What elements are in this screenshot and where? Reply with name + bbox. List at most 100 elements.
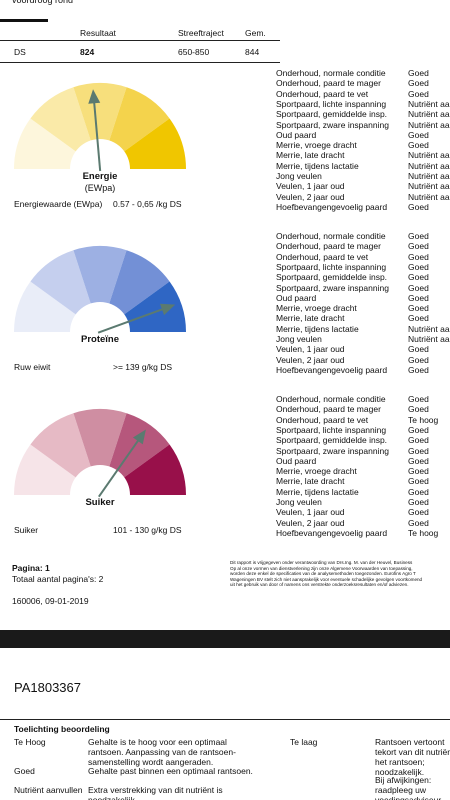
explanation-text: Bij afwijkingen: raadpleeg uw voedingsad… xyxy=(375,775,444,800)
assessment: Goed xyxy=(408,517,429,528)
disclaimer-line: Op al onze vormen van dienstverlening zi… xyxy=(230,565,413,571)
animal-category: Jong veulen xyxy=(276,497,322,507)
animal-category: Merrie, vroege dracht xyxy=(276,303,357,314)
assessment: Goed xyxy=(408,78,429,89)
animal-category: Sportpaard, gemiddelde insp. xyxy=(276,272,388,283)
animal-category: Onderhoud, paard te mager xyxy=(276,78,381,89)
gauge-title: Proteïne xyxy=(80,334,119,345)
animal-category: Sportpaard, lichte inspanning xyxy=(276,98,387,109)
header-bar xyxy=(0,19,48,22)
animal-category: Merrie, tijdens lactatie xyxy=(276,486,359,497)
table-cell: 844 xyxy=(245,47,260,57)
parameter-name: Ruw eiwit xyxy=(14,362,51,372)
animal-category: Merrie, late dracht xyxy=(276,150,345,161)
table-header: Streeftraject xyxy=(178,28,224,38)
assessment: Nutriënt aanvullen xyxy=(408,109,450,120)
explanation-text: Extra verstrekking van dit nutriënt is n… xyxy=(88,785,223,800)
assessment: Goed xyxy=(408,455,429,466)
target-range: >= 139 g/kg DS xyxy=(113,362,173,372)
explanation-term: Goed xyxy=(14,766,35,776)
assessment: Goed xyxy=(408,261,429,272)
animal-category: Onderhoud, paard te vet xyxy=(276,414,369,425)
animal-category: Merrie, late dracht xyxy=(276,476,345,487)
gauge-segment xyxy=(73,409,127,495)
assessment: Goed xyxy=(408,364,429,375)
animal-category: Hoefbevangengevoelig paard xyxy=(276,527,388,538)
disclaimer-line: Wageningen BV stelt zich niet aansprakel… xyxy=(230,576,423,582)
animal-category: Onderhoud, normale conditie xyxy=(276,68,386,78)
page-break xyxy=(0,630,450,648)
table-header: Resultaat xyxy=(80,28,116,38)
section-rule xyxy=(0,719,450,720)
gauge-title: Suiker xyxy=(85,497,115,508)
assessment: Nutriënt aanvullen xyxy=(408,171,450,181)
animal-category: Hoefbevangengevoelig paard xyxy=(276,364,388,375)
assessment: Goed xyxy=(408,272,429,283)
table-rule xyxy=(0,40,280,41)
gauge-needle-head xyxy=(159,303,176,316)
assessment: Goed xyxy=(408,201,429,212)
animal-category: Onderhoud, paard te vet xyxy=(276,88,369,99)
assessment: Nutriënt aanvullen xyxy=(408,191,450,202)
gauge-needle xyxy=(98,437,141,498)
animal-category: Merrie, tijdens lactatie xyxy=(276,160,359,171)
animal-category: Merrie, tijdens lactatie xyxy=(276,323,359,334)
parameter-name: Energiewaarde (EWpa) xyxy=(14,199,103,209)
assessment: Goed xyxy=(408,466,429,477)
assessment: Goed xyxy=(408,476,429,487)
assessment: Te hoog xyxy=(408,527,439,538)
assessment: Goed xyxy=(408,404,429,415)
animal-category: Sportpaard, lichte inspanning xyxy=(276,261,387,272)
assessment: Nutriënt aanvullen xyxy=(408,150,450,161)
explanation-text: Gehalte past binnen een optimaal rantsoe… xyxy=(88,766,253,776)
total-pages: Totaal aantal pagina's: 2 xyxy=(12,574,104,584)
assessment: Goed xyxy=(408,354,429,365)
assessment: Goed xyxy=(408,497,429,507)
animal-category: Veulen, 2 jaar oud xyxy=(276,354,345,365)
assessment: Goed xyxy=(408,88,429,99)
animal-category: Veulen, 1 jaar oud xyxy=(276,181,345,192)
animal-category: Sportpaard, lichte inspanning xyxy=(276,424,387,435)
animal-category: Onderhoud, normale conditie xyxy=(276,231,386,241)
target-range: 0.57 - 0,65 /kg DS xyxy=(113,199,182,209)
assessment: Nutriënt aanvullen xyxy=(408,334,450,344)
animal-category: Oud paard xyxy=(276,129,317,140)
assessment: Goed xyxy=(408,445,429,456)
assessment: Goed xyxy=(408,394,429,404)
assessment: Goed xyxy=(408,68,429,78)
gauge-title: Energie xyxy=(82,171,118,182)
explanation-text: Gehalte is te hoog voor een optimaal ran… xyxy=(88,737,236,767)
reference: 160006, 09-01-2019 xyxy=(12,596,89,606)
assessment: Te hoog xyxy=(408,414,439,425)
table-header: Gem. xyxy=(245,28,266,38)
page-number: Pagina: 1 xyxy=(12,563,50,573)
explanation-text: Rantsoen vertoont tekort van dit nutriën… xyxy=(375,737,450,777)
assessment: Goed xyxy=(408,292,429,303)
cutoff-heading: voordroog rond xyxy=(12,0,74,5)
table-cell: 650-850 xyxy=(178,47,210,57)
gauge xyxy=(14,409,186,498)
assessment: Goed xyxy=(408,241,429,252)
animal-category: Merrie, late dracht xyxy=(276,313,345,324)
assessment: Nutriënt aanvullen xyxy=(408,119,450,130)
assessment: Goed xyxy=(408,231,429,241)
animal-category: Jong veulen xyxy=(276,171,322,181)
animal-category: Oud paard xyxy=(276,455,317,466)
animal-category: Merrie, vroege dracht xyxy=(276,466,357,477)
target-range: 101 - 130 g/kg DS xyxy=(113,525,182,535)
animal-category: Sportpaard, gemiddelde insp. xyxy=(276,109,388,120)
animal-category: Onderhoud, paard te mager xyxy=(276,241,381,252)
section-title: Toelichting beoordeling xyxy=(14,724,110,734)
disclaimer-line: worden deze enkel de specificaties van d… xyxy=(230,571,416,577)
table-rule xyxy=(0,62,280,63)
animal-category: Veulen, 1 jaar oud xyxy=(276,344,345,355)
gauge-hub xyxy=(70,302,130,332)
assessment: Goed xyxy=(408,129,429,140)
disclaimer-line: Dit rapport is vrijgegeven onder verantw… xyxy=(230,560,413,565)
animal-category: Oud paard xyxy=(276,292,317,303)
animal-category: Onderhoud, paard te mager xyxy=(276,404,381,415)
assessment: Nutriënt aanvullen xyxy=(408,98,450,109)
animal-category: Sportpaard, gemiddelde insp. xyxy=(276,435,388,446)
animal-category: Onderhoud, normale conditie xyxy=(276,394,386,404)
